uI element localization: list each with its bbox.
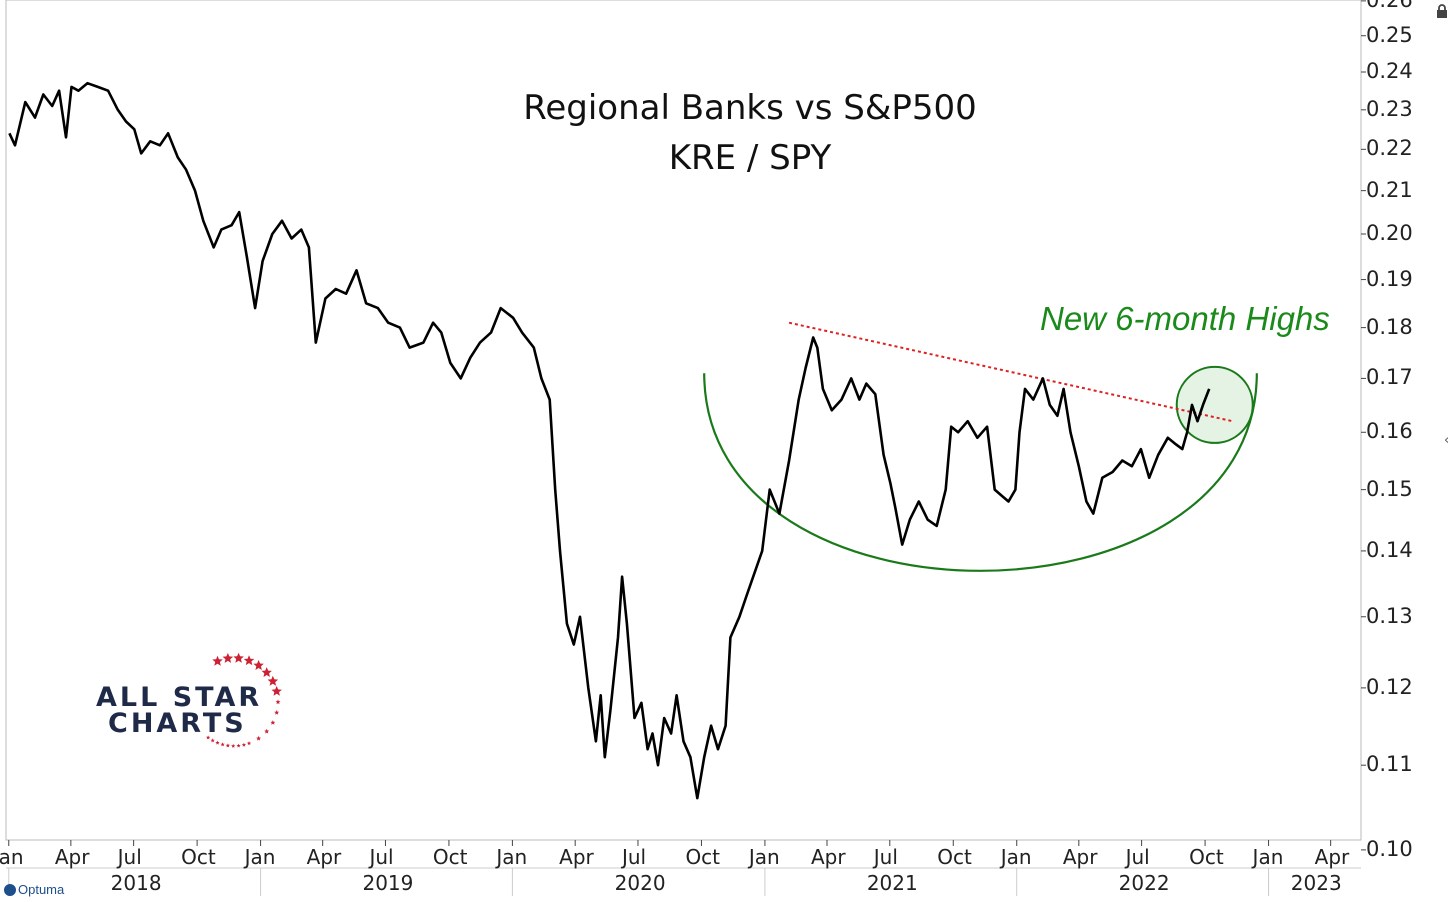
chart-title: Regional Banks vs S&P500 <box>523 88 977 128</box>
y-tick-label: 0.11 <box>1366 752 1413 777</box>
x-tick-label: Apr <box>1062 845 1098 869</box>
logo-star <box>270 720 276 725</box>
logo-star <box>231 743 236 748</box>
y-tick-label: 0.16 <box>1366 419 1413 444</box>
logo-star <box>261 667 272 677</box>
chart-subtitle: KRE / SPY <box>668 138 832 178</box>
x-year-label: 2022 <box>1118 871 1170 895</box>
lock-icon[interactable] <box>1434 3 1450 19</box>
y-tick-label: 0.22 <box>1366 136 1413 161</box>
logo-star <box>225 743 230 748</box>
logo-star <box>243 655 255 666</box>
logo-star <box>206 735 211 740</box>
logo-star <box>264 728 270 734</box>
logo-star <box>241 742 246 747</box>
logo-star <box>275 699 281 705</box>
y-tick-label: 0.23 <box>1366 96 1413 121</box>
x-tick-label: Jul <box>369 845 394 869</box>
y-tick-label: 0.14 <box>1366 537 1413 562</box>
y-tick-label: 0.13 <box>1366 603 1413 628</box>
highlight-circle <box>1175 365 1254 444</box>
x-tick-label: Oct <box>181 845 216 869</box>
base-arc <box>703 373 1258 572</box>
x-tick-label: Jan <box>1252 845 1284 869</box>
stars-arc-icon <box>206 652 282 748</box>
x-tick-label: Jan <box>748 845 780 869</box>
y-tick-label: 0.21 <box>1366 177 1413 202</box>
x-year-label: 2023 <box>1290 871 1342 895</box>
logo-star <box>253 660 264 670</box>
annotation-new-highs: New 6-month Highs <box>1040 300 1330 337</box>
x-tick-label: Jul <box>1125 845 1150 869</box>
x-tick-label: Jan <box>244 845 276 869</box>
y-tick-label: 0.25 <box>1366 22 1413 47</box>
y-tick-label: 0.19 <box>1366 266 1413 291</box>
logo-line-2: CHARTS <box>108 708 247 739</box>
y-tick-label: 0.18 <box>1366 314 1413 339</box>
platform-watermark: Optuma <box>4 882 64 897</box>
logo-star <box>212 655 223 666</box>
x-tick-label: Jul <box>873 845 898 869</box>
x-year-label: 2019 <box>362 871 414 895</box>
platform-label: Optuma <box>18 882 65 897</box>
logo-star <box>233 652 244 663</box>
y-tick-label: 0.15 <box>1366 476 1413 501</box>
x-tick-label: Jan <box>496 845 528 869</box>
logo-star <box>220 742 225 747</box>
y-tick-label: 0.12 <box>1366 674 1413 699</box>
x-tick-label: Apr <box>54 845 90 869</box>
x-tick-label: Apr <box>306 845 342 869</box>
x-tick-label: Apr <box>811 845 846 869</box>
y-tick-label: 0.26 <box>1366 0 1413 11</box>
series-line-kre-spy <box>8 81 1211 800</box>
resistance-trendline <box>788 321 1233 423</box>
logo-star <box>274 710 280 715</box>
plot-border <box>5 0 1362 841</box>
x-tick-label: Jul <box>117 845 142 869</box>
x-tick-label: Oct <box>1189 845 1224 869</box>
x-tick-label: Apr <box>559 845 594 869</box>
logo-line-1: ALL STAR <box>96 682 263 713</box>
all-star-charts-logo: ALL STAR CHARTS <box>96 650 296 760</box>
x-tick-label: Jan <box>0 845 24 869</box>
logo-star <box>256 735 262 741</box>
logo-star <box>267 675 279 686</box>
logo-star <box>236 743 241 748</box>
y-tick-label: 0.10 <box>1366 836 1413 861</box>
x-tick-label: Apr <box>1314 845 1350 869</box>
panel-expand-icon[interactable]: ‹ <box>1444 433 1450 448</box>
x-tick-label: Jul <box>621 845 647 869</box>
y-tick-label: 0.24 <box>1366 59 1413 83</box>
x-tick-label: Oct <box>432 845 468 869</box>
y-tick-label: 0.17 <box>1366 365 1413 390</box>
x-year-label: 2020 <box>614 871 666 895</box>
y-tick-label: 0.20 <box>1366 220 1413 245</box>
x-tick-label: Jan <box>1000 845 1032 869</box>
x-tick-label: Oct <box>685 845 721 869</box>
logo-star <box>247 741 252 746</box>
logo-star <box>215 740 220 745</box>
optuma-icon <box>4 884 16 896</box>
x-tick-marks <box>8 840 1332 896</box>
x-year-label: 2018 <box>110 871 162 895</box>
logo-star <box>210 738 215 743</box>
logo-star <box>271 685 282 696</box>
y-tick-marks <box>1361 0 1366 851</box>
x-tick-label: Oct <box>937 845 972 869</box>
x-year-label: 2021 <box>866 871 918 895</box>
logo-star <box>222 652 234 663</box>
